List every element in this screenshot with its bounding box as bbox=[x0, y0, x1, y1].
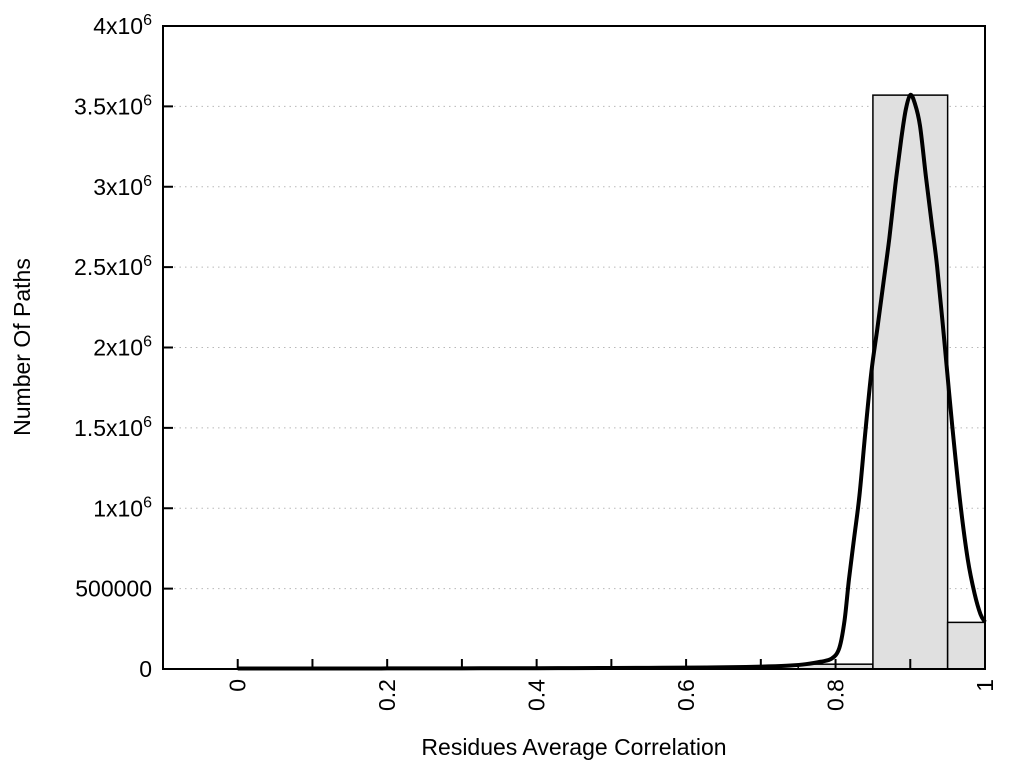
x-tick-label: 0.4 bbox=[524, 679, 550, 711]
y-tick-label: 3.5x106 bbox=[74, 92, 152, 119]
y-tick-label: 2x106 bbox=[93, 334, 152, 361]
y-tick-label: 0 bbox=[139, 656, 152, 682]
y-tick-label: 2.5x106 bbox=[74, 253, 152, 280]
y-tick-label: 3x106 bbox=[93, 173, 152, 200]
x-tick-label: 0.6 bbox=[673, 679, 699, 711]
x-tick-label: 0.8 bbox=[823, 679, 849, 711]
x-tick-label: 0.2 bbox=[374, 679, 400, 711]
y-tick-label: 4x106 bbox=[93, 12, 152, 39]
y-tick-label: 500000 bbox=[75, 576, 152, 602]
y-tick-label: 1x106 bbox=[93, 494, 152, 521]
histogram-bar bbox=[872, 94, 949, 670]
fit-curve bbox=[237, 92, 987, 671]
x-tick-label: 1 bbox=[972, 679, 998, 692]
x-tick-label: 0 bbox=[225, 679, 251, 692]
y-axis-title: Number Of Paths bbox=[9, 258, 35, 436]
y-tick-label: 1.5x106 bbox=[74, 414, 152, 441]
histogram-bar bbox=[946, 621, 986, 670]
x-axis-title: Residues Average Correlation bbox=[421, 734, 727, 760]
